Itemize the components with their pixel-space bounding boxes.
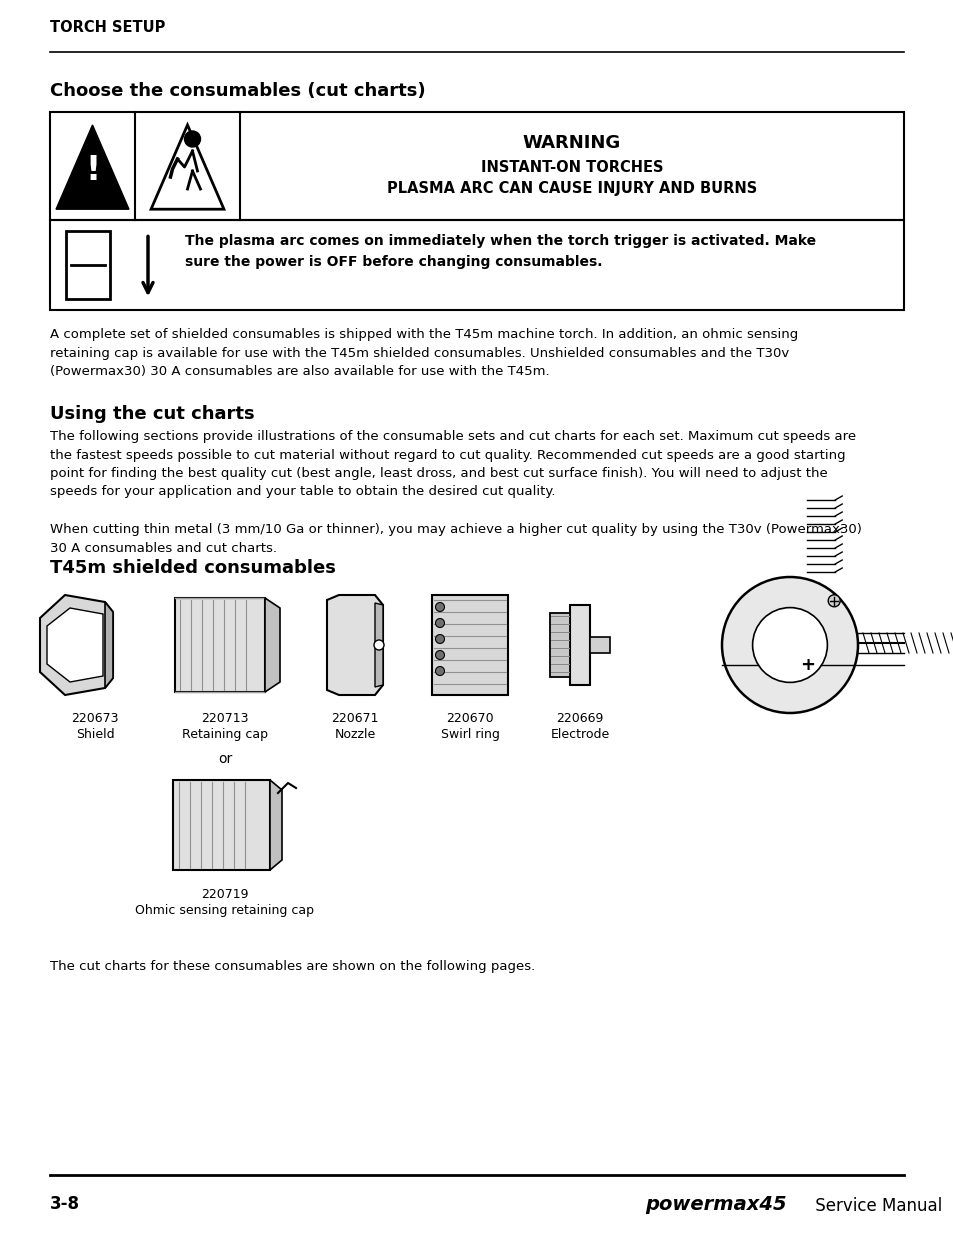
- Circle shape: [721, 577, 857, 713]
- Text: When cutting thin metal (3 mm/10 Ga or thinner), you may achieve a higher cut qu: When cutting thin metal (3 mm/10 Ga or t…: [50, 522, 861, 555]
- Bar: [50, 220, 903, 310]
- Polygon shape: [375, 603, 382, 687]
- Bar: [66, 231, 110, 299]
- Text: 220713: 220713: [201, 713, 249, 725]
- Circle shape: [435, 651, 444, 659]
- Text: 3-8: 3-8: [50, 1195, 80, 1213]
- Circle shape: [435, 619, 444, 627]
- Text: Shield: Shield: [75, 727, 114, 741]
- Text: Ohmic sensing retaining cap: Ohmic sensing retaining cap: [135, 904, 314, 918]
- Bar: [550, 613, 569, 677]
- Circle shape: [435, 635, 444, 643]
- Text: powermax45: powermax45: [644, 1195, 786, 1214]
- Circle shape: [435, 667, 444, 676]
- Bar: [589, 637, 609, 653]
- Polygon shape: [151, 125, 224, 209]
- Circle shape: [184, 131, 200, 147]
- Text: Choose the consumables (cut charts): Choose the consumables (cut charts): [50, 82, 425, 100]
- Polygon shape: [270, 781, 282, 869]
- Bar: [50, 112, 903, 220]
- Polygon shape: [56, 125, 129, 209]
- Text: 220669: 220669: [556, 713, 603, 725]
- Text: 220673: 220673: [71, 713, 118, 725]
- Polygon shape: [105, 601, 112, 688]
- Polygon shape: [40, 595, 112, 695]
- Text: 220670: 220670: [446, 713, 494, 725]
- Text: PLASMA ARC CAN CAUSE INJURY AND BURNS: PLASMA ARC CAN CAUSE INJURY AND BURNS: [387, 182, 757, 196]
- Text: Using the cut charts: Using the cut charts: [50, 405, 254, 424]
- Text: Swirl ring: Swirl ring: [440, 727, 499, 741]
- Text: INSTANT-ON TORCHES: INSTANT-ON TORCHES: [480, 159, 662, 174]
- Text: T45m shielded consumables: T45m shielded consumables: [50, 559, 335, 577]
- Text: Electrode: Electrode: [550, 727, 609, 741]
- Text: The cut charts for these consumables are shown on the following pages.: The cut charts for these consumables are…: [50, 960, 535, 973]
- Text: 220671: 220671: [331, 713, 378, 725]
- Bar: [174, 598, 265, 692]
- Text: The following sections provide illustrations of the consumable sets and cut char: The following sections provide illustrat…: [50, 430, 855, 499]
- Text: !: !: [85, 154, 100, 188]
- Polygon shape: [327, 595, 382, 695]
- Text: 220719: 220719: [201, 888, 249, 902]
- Text: Service Manual: Service Manual: [809, 1197, 942, 1215]
- Text: WARNING: WARNING: [522, 133, 620, 152]
- Circle shape: [752, 608, 826, 683]
- Text: A complete set of shielded consumables is shipped with the T45m machine torch. I: A complete set of shielded consumables i…: [50, 329, 798, 378]
- Text: or: or: [217, 752, 232, 766]
- Bar: [172, 781, 270, 869]
- Polygon shape: [265, 598, 280, 692]
- Text: The plasma arc comes on immediately when the torch trigger is activated. Make
su: The plasma arc comes on immediately when…: [185, 233, 815, 268]
- Text: Retaining cap: Retaining cap: [182, 727, 268, 741]
- Polygon shape: [47, 608, 103, 682]
- Text: TORCH SETUP: TORCH SETUP: [50, 20, 165, 35]
- Bar: [569, 605, 589, 685]
- Text: Nozzle: Nozzle: [334, 727, 375, 741]
- Circle shape: [827, 595, 840, 606]
- Circle shape: [435, 603, 444, 611]
- Bar: [432, 595, 507, 695]
- Text: +: +: [800, 656, 815, 674]
- Circle shape: [374, 640, 384, 650]
